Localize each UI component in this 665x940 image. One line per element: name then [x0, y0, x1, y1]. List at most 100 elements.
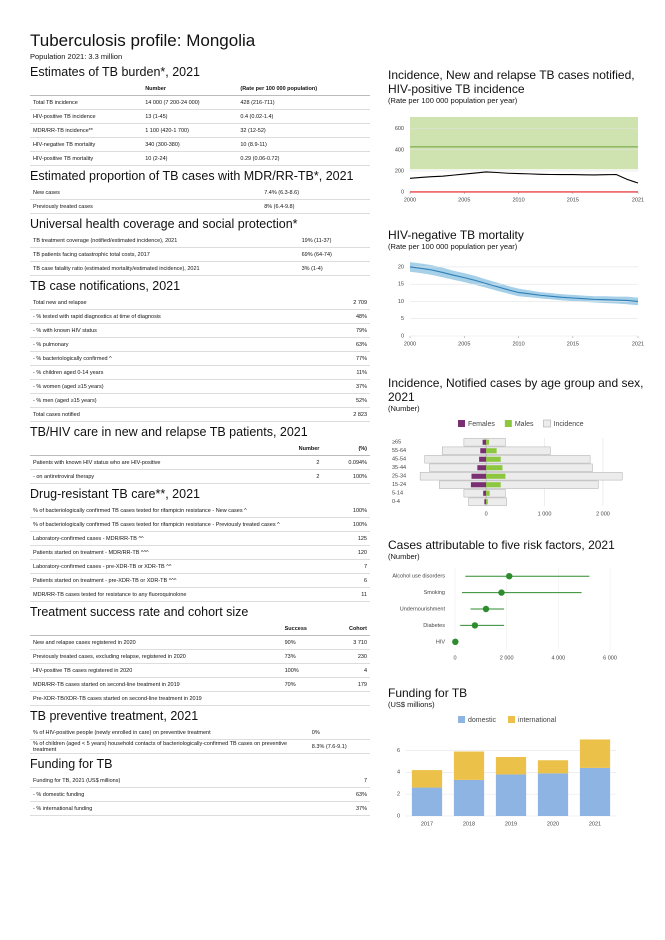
legend-swatch [504, 420, 512, 427]
row-value: 7 [329, 559, 370, 574]
age-label: 15-24 [392, 482, 406, 488]
x-tick-label: 2019 [505, 821, 517, 827]
section-title: Treatment success rate and cohort size [30, 605, 249, 619]
row-value: 32 (12-52) [237, 123, 370, 138]
row-label: Patients with known HIV status who are H… [30, 455, 275, 470]
table-row: - % men (aged ≥15 years) 52% [30, 393, 370, 408]
row-label: Total new and relapse [30, 296, 330, 310]
legend-swatch [543, 419, 551, 428]
y-tick-label: 600 [395, 126, 404, 132]
table-row: - % international funding 37% [30, 801, 370, 816]
incidence-bar [485, 497, 507, 506]
row-value: 2 709 [329, 296, 370, 310]
legend-label: international [518, 717, 557, 724]
x-tick-label: 2000 [404, 341, 416, 347]
table-row: HIV-negative TB mortality 340 (300-380) 10… [30, 137, 370, 152]
header-cell: Number [274, 442, 323, 456]
row-label: - % international funding [30, 801, 330, 816]
row-label: HIV-negative TB mortality [30, 137, 143, 152]
table-row: Funding for TB, 2021 (US$ millions) 7 [30, 774, 370, 788]
section-table: Total new and relapse 2 709- % tested wit… [30, 296, 370, 422]
row-value: 8% (6.4-9.8) [261, 199, 370, 214]
estimate-dot [452, 638, 459, 645]
row-label: MDR/RR-TB cases tested for resistance to… [30, 587, 330, 602]
row-value: 69% (64-74) [298, 247, 370, 262]
table-row: - % women (aged ≥15 years) 37% [30, 379, 370, 394]
table-row: MDR/RR-TB cases tested for resistance to… [30, 587, 370, 602]
section-title: Drug-resistant TB care**, 2021 [30, 487, 200, 501]
incidence-bar [463, 489, 487, 498]
female-bar [480, 448, 487, 454]
bar-segment [495, 774, 527, 816]
y-tick-label: 0 [401, 333, 404, 339]
section: TB case notifications, 2021 Total new and… [30, 279, 370, 422]
chart-title: Cases attributable to five risk factors,… [388, 538, 615, 552]
table-row: Previously treated cases 8% (6.4-9.8) [30, 199, 370, 214]
row-label: - % men (aged ≥15 years) [30, 393, 330, 408]
male-bar [486, 456, 501, 462]
row-value: 63% [329, 337, 370, 352]
age-label: 35-44 [392, 465, 406, 471]
row-label: TB case fatality ratio (estimated mortal… [30, 261, 299, 276]
incidence-bar [485, 480, 599, 489]
series-line [409, 171, 639, 184]
table-row: Patients started on treatment - pre-XDR-… [30, 573, 370, 588]
x-tick-label: 6 000 [603, 655, 617, 661]
row-value: 120 [329, 545, 370, 560]
row-value: 100% [281, 663, 326, 678]
risk-label: Alcohol use disorders [392, 574, 445, 580]
row-label: New and relapse cases registered in 2020 [30, 635, 282, 650]
section-title: Estimated proportion of TB cases with MD… [30, 169, 354, 183]
y-tick-label: 15 [398, 282, 404, 288]
chart: HIV-negative TB mortality (Rate per 100 0… [388, 228, 646, 355]
x-tick-label: 0 [453, 655, 456, 661]
table-row: Patients with known HIV status who are H… [30, 455, 370, 470]
chart-title: HIV-negative TB mortality [388, 228, 524, 242]
bar-segment [411, 770, 443, 788]
x-tick-label: 2018 [463, 821, 475, 827]
row-label: TB treatment coverage (notified/estimate… [30, 234, 299, 248]
row-value: 179 [325, 677, 370, 692]
section: Treatment success rate and cohort size Su… [30, 605, 370, 706]
header-row: Number (Rate per 100 000 population) [30, 82, 370, 96]
section-title: TB preventive treatment, 2021 [30, 709, 199, 723]
y-tick-label: 400 [395, 147, 404, 153]
male-bar [486, 490, 490, 496]
female-bar [484, 499, 487, 505]
estimate-dot [506, 573, 513, 580]
y-tick-label: 5 [401, 316, 404, 322]
x-tick-label: 1 000 [538, 511, 552, 517]
estimate-dot [471, 622, 479, 629]
row-value: 3 710 [325, 635, 370, 650]
row-value: 13 (1-45) [142, 109, 238, 124]
male-bar [486, 473, 506, 479]
legend-swatch [458, 716, 465, 723]
chart-title: Funding for TB [388, 686, 468, 700]
x-tick-label: 2021 [632, 197, 644, 203]
risk-label: Diabetes [423, 623, 445, 629]
male-bar [486, 499, 488, 505]
male-bar [486, 448, 497, 454]
female-bar [471, 473, 487, 479]
row-value: 63% [329, 787, 370, 802]
page-title: Tuberculosis profile: Mongolia [30, 31, 256, 50]
age-label: 45-54 [392, 457, 406, 463]
header-cell: (Rate per 100 000 population) [237, 82, 370, 96]
age-label: 55-64 [392, 448, 406, 454]
chart: Incidence, New and relapse TB cases noti… [388, 68, 646, 211]
row-label: Pre-XDR-TB/XDR-TB cases started on secon… [30, 691, 370, 706]
y-tick-label: 200 [395, 168, 404, 174]
section: TB/HIV care in new and relapse TB patien… [30, 425, 370, 484]
row-value: 79% [329, 323, 370, 338]
row-label: MDR/RR-TB cases started on second-line t… [30, 677, 282, 692]
bar-segment [453, 751, 485, 780]
x-tick-label: 2017 [421, 821, 433, 827]
header-cell [30, 442, 275, 456]
table-row: Pre-XDR-TB/XDR-TB cases started on secon… [30, 691, 370, 706]
row-value: 77% [329, 351, 370, 366]
section: Universal health coverage and social pro… [30, 217, 370, 276]
row-label: - % with known HIV status [30, 323, 330, 338]
legend-swatch [508, 716, 516, 723]
row-value: 11 [329, 587, 370, 602]
section-table: New cases 7.4% (6.3-8.6) Previously treate… [30, 186, 370, 214]
